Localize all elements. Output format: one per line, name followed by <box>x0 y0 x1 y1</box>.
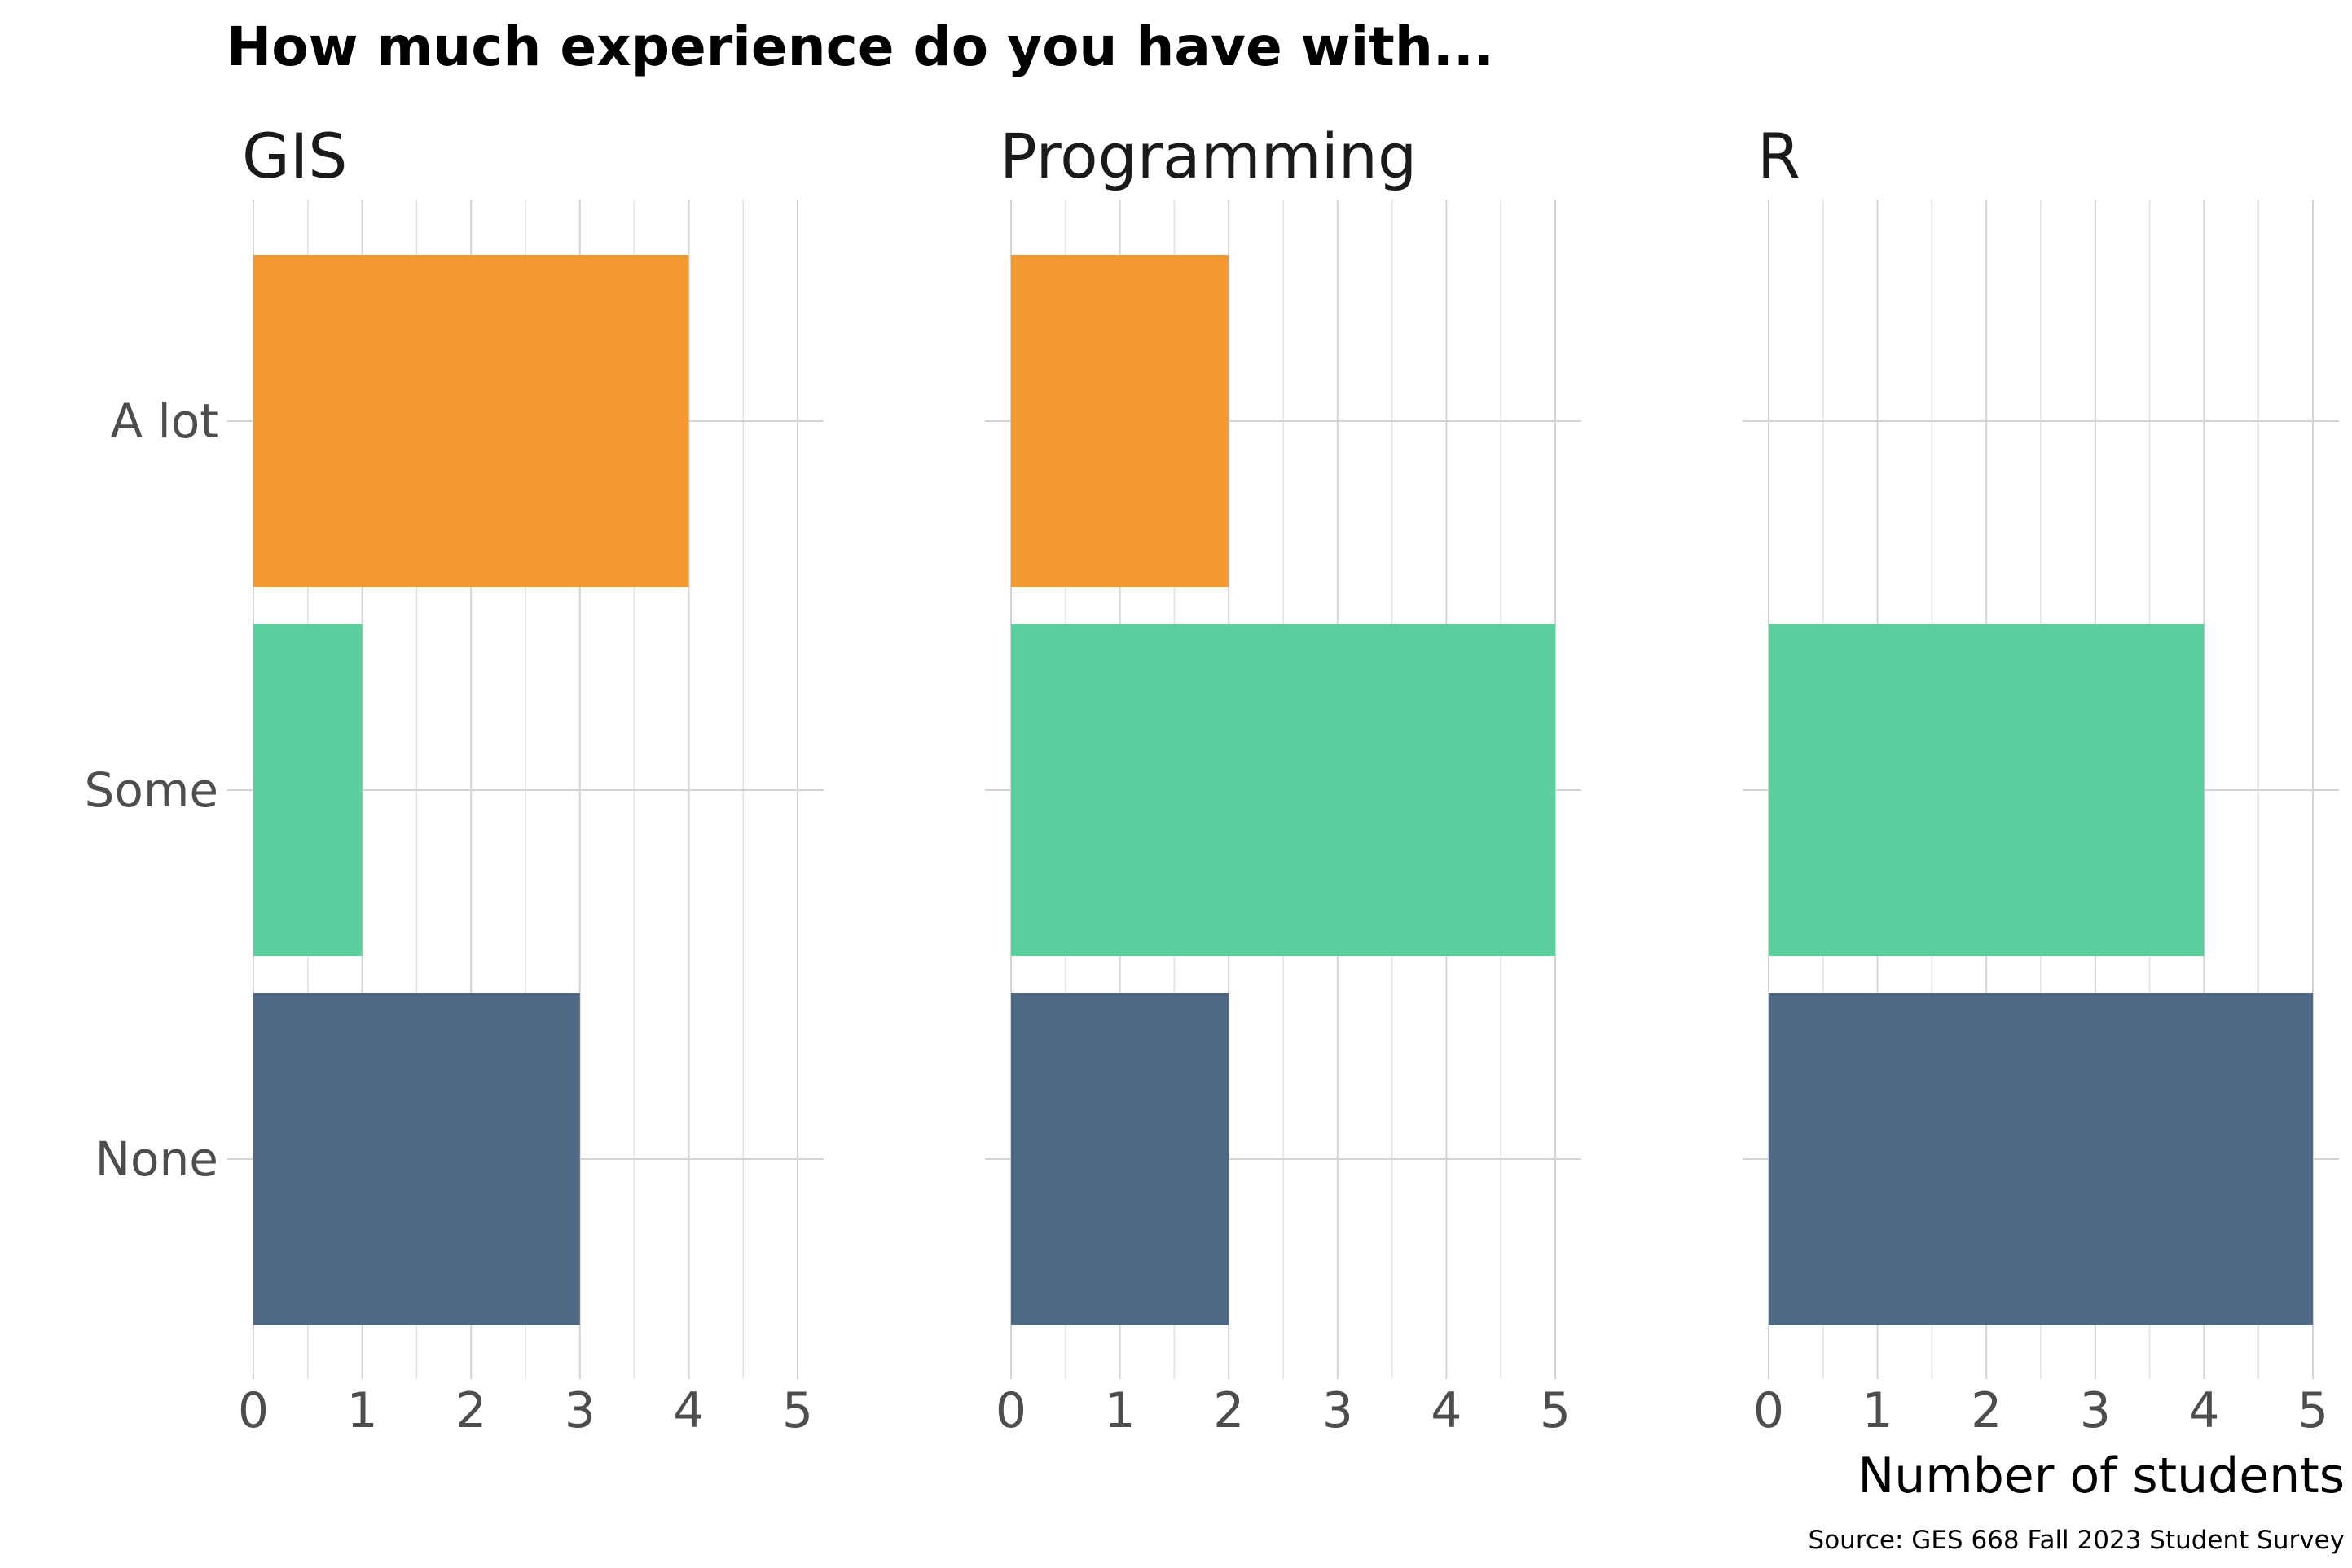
x-tick-label: 3 <box>565 1382 596 1439</box>
x-tick-label: 1 <box>1862 1382 1893 1439</box>
y-tick-label: None <box>95 1131 218 1187</box>
chart-title: How much experience do you have with... <box>226 15 1494 78</box>
bar-gis-some <box>253 624 363 956</box>
y-tick-label: Some <box>85 762 218 818</box>
x-tick-label: 0 <box>238 1382 269 1439</box>
x-tick-label: 2 <box>455 1382 486 1439</box>
facet-title-r: R <box>1757 120 1800 192</box>
x-tick-label: 3 <box>2080 1382 2111 1439</box>
bar-r-none <box>1769 993 2313 1325</box>
x-tick-label: 5 <box>2297 1382 2328 1439</box>
x-tick-label: 4 <box>2188 1382 2219 1439</box>
chart-caption: Source: GES 668 Fall 2023 Student Survey <box>1809 1526 2345 1555</box>
bar-gis-a-lot <box>253 255 689 587</box>
y-tick-label: A lot <box>111 393 218 449</box>
bar-r-some <box>1769 624 2205 956</box>
x-tick-label: 0 <box>996 1382 1027 1439</box>
bar-programming-a-lot <box>1011 255 1229 587</box>
x-tick-label: 3 <box>1322 1382 1353 1439</box>
x-tick-label: 0 <box>1753 1382 1784 1439</box>
x-tick-label: 1 <box>1105 1382 1136 1439</box>
x-tick-label: 5 <box>782 1382 813 1439</box>
x-tick-label: 5 <box>1540 1382 1571 1439</box>
x-axis-title: Number of students <box>1857 1447 2345 1504</box>
bar-gis-none <box>253 993 580 1325</box>
bar-programming-some <box>1011 624 1555 956</box>
x-tick-label: 4 <box>1431 1382 1462 1439</box>
facet-title-programming: Programming <box>1000 120 1417 192</box>
facet-panels: GIS 0 1 2 3 4 5 A lot Some None Programming 0 1 2 3 4 5 R… <box>85 120 2339 1439</box>
x-tick-label: 4 <box>673 1382 704 1439</box>
bar-programming-none <box>1011 993 1229 1325</box>
facet-title-gis: GIS <box>242 120 348 192</box>
x-tick-label: 2 <box>1213 1382 1244 1439</box>
x-tick-label: 1 <box>347 1382 378 1439</box>
x-tick-label: 2 <box>1971 1382 2002 1439</box>
